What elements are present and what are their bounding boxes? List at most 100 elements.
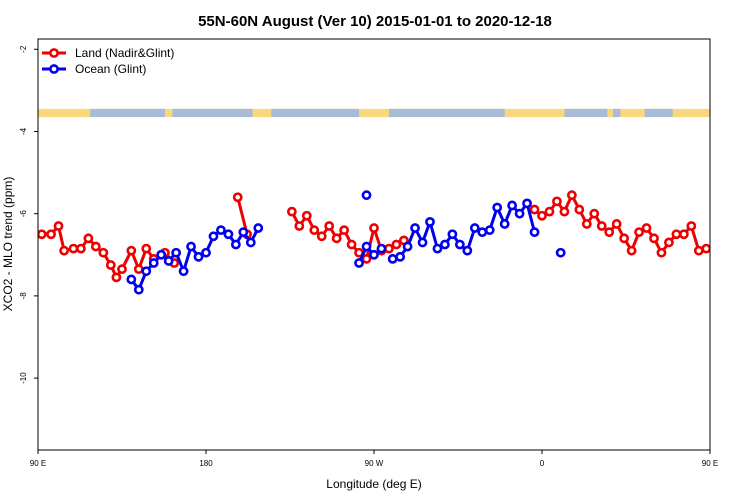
ocean-point	[253, 223, 264, 233]
land-point	[339, 225, 350, 236]
land-legend-marker	[49, 48, 59, 58]
ocean-point	[133, 284, 144, 295]
ocean-point	[522, 198, 532, 209]
ocean-point	[447, 229, 458, 240]
ocean-point	[208, 231, 219, 242]
land-point	[559, 206, 570, 217]
ocean-point	[477, 227, 488, 238]
land-point	[537, 210, 547, 221]
x-axis: 90 E 180 90 W 0 90 E	[30, 450, 718, 468]
land-mask-ocean	[564, 108, 608, 118]
land-point	[369, 223, 379, 233]
series-layer	[38, 190, 710, 295]
ocean-point	[462, 245, 473, 256]
ocean-point	[230, 239, 241, 250]
ocean-point	[410, 223, 420, 233]
y-tick-label: -4	[19, 127, 28, 135]
land-point	[309, 225, 320, 236]
ocean-point	[425, 216, 435, 227]
land-point	[596, 221, 607, 231]
land-point	[656, 247, 667, 258]
land-point	[46, 229, 56, 240]
ocean-point	[555, 247, 566, 258]
land-point	[324, 221, 335, 231]
x-tick-label: 0	[540, 459, 545, 468]
ocean-point	[178, 266, 189, 277]
land-point	[133, 264, 144, 275]
ocean-point	[186, 241, 196, 252]
land-point	[117, 264, 127, 275]
ocean-point	[432, 243, 443, 254]
land-legend-label: Land (Nadir&Glint)	[75, 46, 174, 60]
land-point	[611, 219, 622, 229]
ocean-point	[201, 247, 211, 258]
ocean-point	[469, 223, 480, 233]
ocean-point	[499, 219, 510, 229]
land-point	[294, 221, 305, 231]
ocean-point	[238, 227, 249, 238]
land-point	[301, 210, 312, 221]
land-point	[391, 239, 402, 250]
ocean-point	[361, 241, 372, 252]
land-point	[111, 272, 122, 283]
land-point	[83, 233, 94, 244]
land-point	[38, 229, 47, 240]
ocean-point	[395, 251, 406, 262]
ocean-point	[354, 258, 364, 268]
ocean-legend-label: Ocean (Glint)	[75, 62, 146, 76]
land-point	[59, 245, 70, 256]
x-tick-label: 90 W	[365, 459, 384, 468]
ocean-point	[417, 237, 428, 248]
land-point	[544, 206, 555, 217]
ocean-point	[440, 239, 450, 250]
y-axis-label: XCO2 - MLO trend (ppm)	[1, 177, 15, 312]
y-axis: -2 -4 -6 -8 -10	[19, 45, 38, 384]
ocean-point	[245, 237, 256, 248]
ocean-point	[171, 247, 182, 258]
ocean-point	[156, 249, 167, 260]
ocean-series	[126, 190, 566, 295]
ocean-point	[141, 266, 152, 277]
land-point	[664, 237, 674, 248]
land-point	[678, 229, 689, 240]
land-mask-ocean	[172, 108, 253, 118]
land-point	[232, 192, 243, 203]
x-tick-label: 180	[199, 459, 213, 468]
ocean-point	[376, 243, 387, 254]
ocean-point	[454, 239, 465, 250]
ocean-point	[223, 229, 234, 240]
land-point	[626, 245, 637, 256]
y-tick-label: -8	[19, 292, 28, 300]
ocean-point	[492, 202, 503, 213]
chart-title: 55N-60N August (Ver 10) 2015-01-01 to 20…	[198, 13, 552, 30]
y-tick-label: -2	[19, 45, 28, 53]
land-point	[105, 260, 116, 270]
ocean-point	[148, 258, 159, 268]
land-point	[574, 204, 585, 215]
land-mask-ocean	[644, 108, 673, 118]
land-point	[619, 233, 630, 244]
land-point	[604, 227, 615, 238]
land-point	[384, 243, 394, 254]
land-point	[331, 233, 342, 244]
ocean-point	[507, 200, 518, 211]
x-tick-label: 90 E	[30, 459, 46, 468]
land-point	[552, 196, 562, 207]
land-point	[68, 243, 79, 254]
ocean-point	[163, 256, 174, 266]
x-tick-label: 90 E	[702, 459, 718, 468]
land-point	[76, 243, 86, 254]
land-point	[361, 253, 372, 264]
land-mask-ocean	[271, 108, 360, 118]
land-point	[529, 204, 540, 215]
ocean-point	[193, 251, 204, 262]
land-point	[90, 241, 101, 252]
land-mask-ocean	[612, 108, 621, 118]
land-point	[126, 245, 137, 256]
land-point	[346, 239, 357, 250]
ocean-point	[216, 225, 226, 236]
land-point	[98, 247, 109, 258]
land-point	[693, 245, 704, 256]
land-point	[581, 219, 592, 229]
land-point	[671, 229, 682, 240]
